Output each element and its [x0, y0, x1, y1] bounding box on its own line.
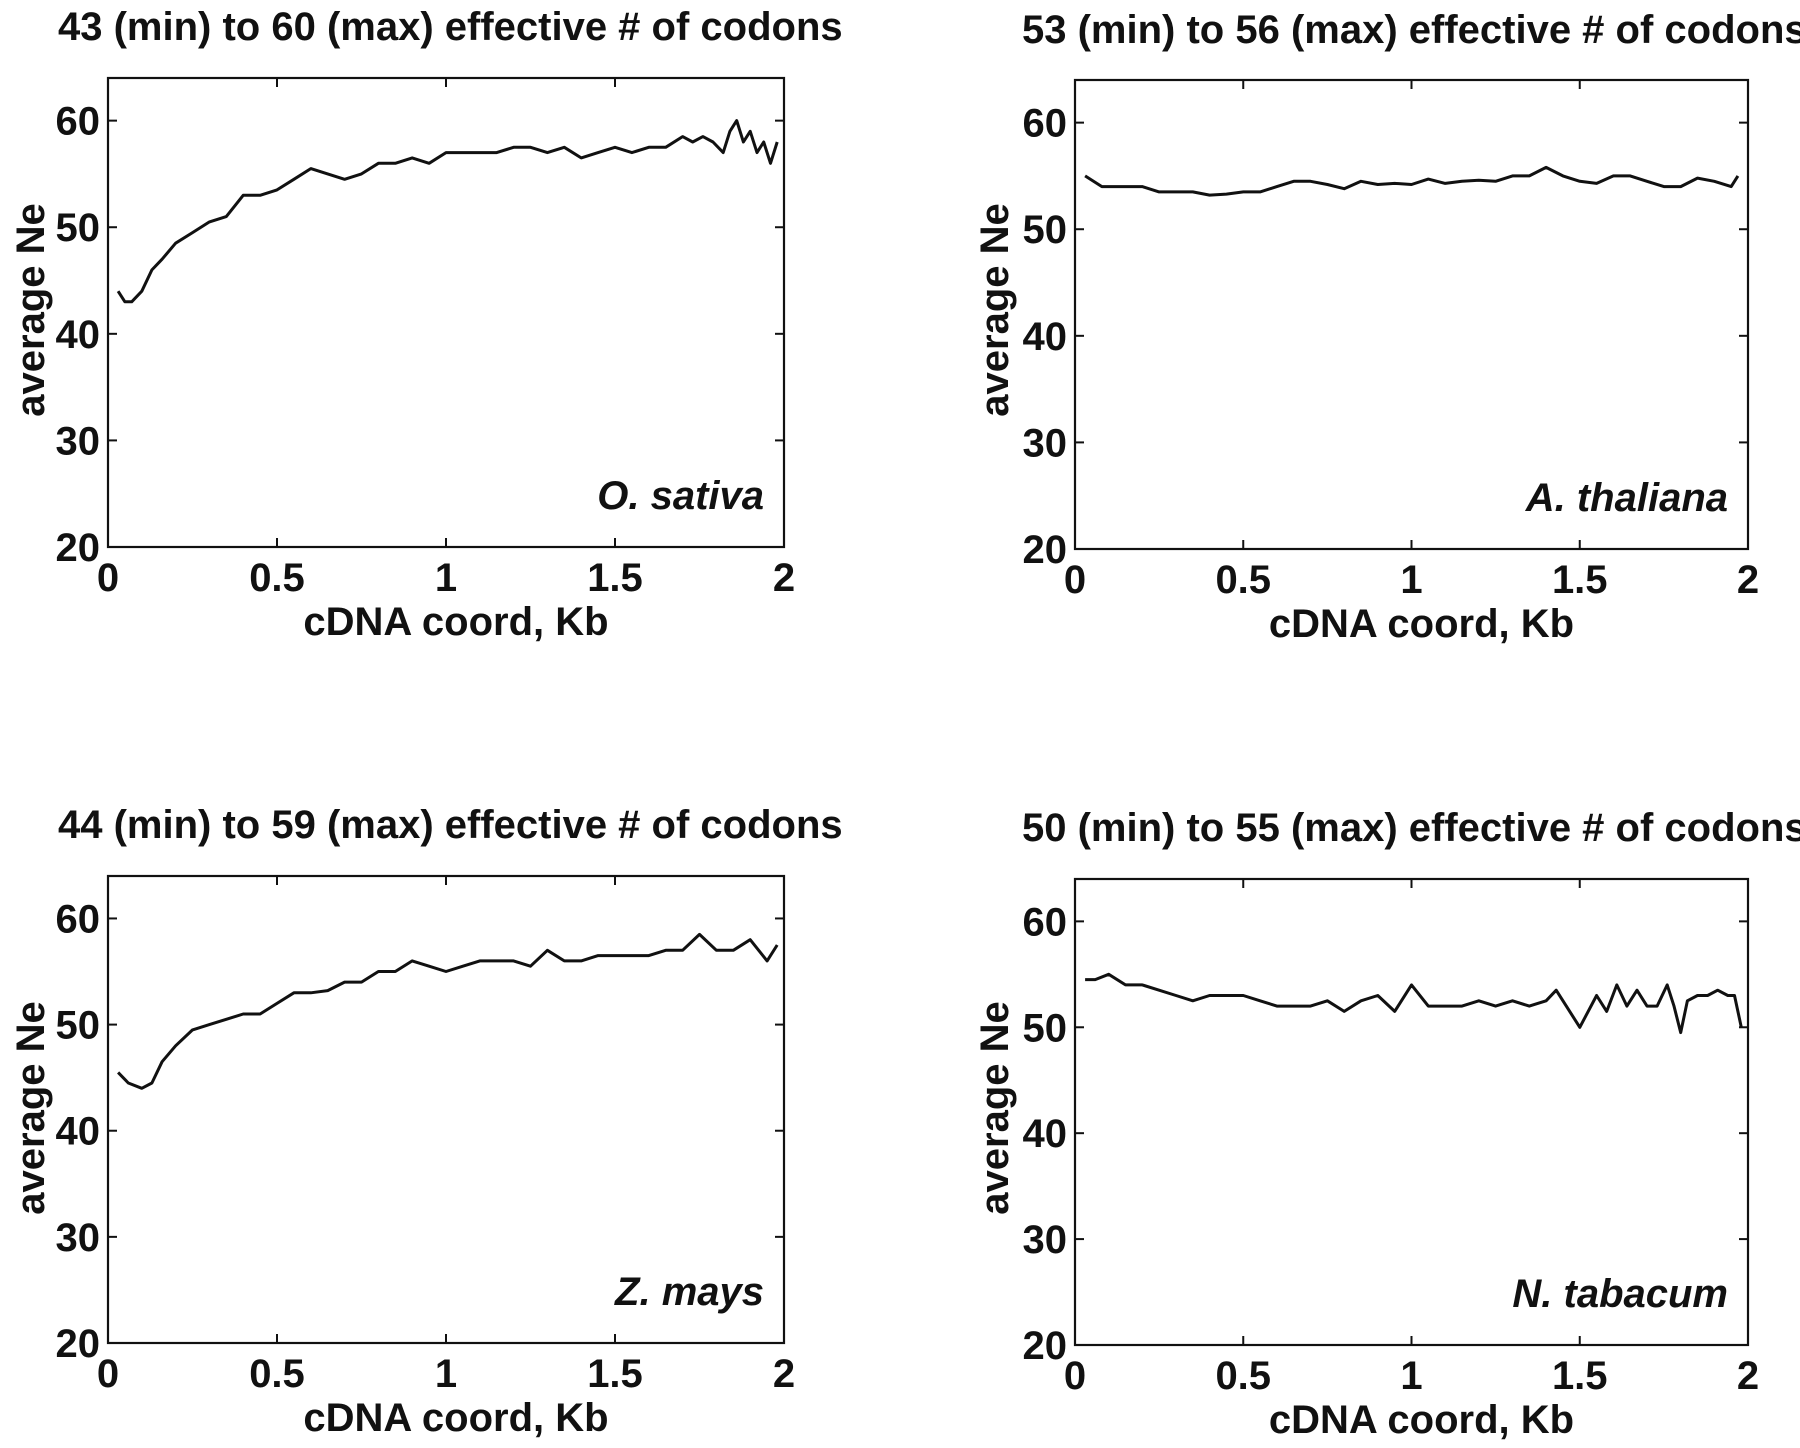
x-tick-label: 0	[97, 556, 119, 600]
y-tick-label: 30	[1023, 1218, 1068, 1262]
x-axis-label: cDNA coord, Kb	[303, 1396, 608, 1440]
species-annotation: Z. mays	[614, 1270, 764, 1314]
y-axis-label: average Ne	[9, 1001, 53, 1214]
x-tick-label: 2	[773, 1352, 795, 1396]
chart-title: 50 (min) to 55 (max) effective # of codo…	[1022, 806, 1800, 850]
chart-panel-4: 50 (min) to 55 (max) effective # of codo…	[973, 806, 1800, 1442]
series-line-1	[1084, 165, 1740, 197]
x-tick-label: 1.5	[587, 556, 643, 600]
x-axis-label: cDNA coord, Kb	[303, 600, 608, 644]
series-line-1	[117, 932, 779, 1090]
chart-title: 43 (min) to 60 (max) effective # of codo…	[58, 5, 843, 49]
y-tick-label: 20	[1023, 1324, 1068, 1368]
x-axis-label: cDNA coord, Kb	[1269, 1398, 1574, 1442]
species-annotation: O. sativa	[597, 474, 764, 518]
x-tick-label: 2	[1737, 558, 1759, 602]
x-tick-label: 1	[1400, 558, 1422, 602]
chart-title: 44 (min) to 59 (max) effective # of codo…	[58, 803, 843, 847]
x-tick-label: 2	[1737, 1354, 1759, 1398]
y-tick-label: 40	[1023, 315, 1068, 359]
y-tick-label: 30	[1023, 421, 1068, 465]
species-annotation: A. thaliana	[1525, 476, 1728, 520]
x-tick-label: 1.5	[1552, 1354, 1608, 1398]
x-tick-label: 2	[773, 556, 795, 600]
y-tick-label: 30	[56, 419, 101, 463]
series-line-1	[116, 119, 779, 304]
species-annotation: N. tabacum	[1512, 1272, 1728, 1316]
y-tick-label: 50	[56, 206, 101, 250]
chart-title: 53 (min) to 56 (max) effective # of codo…	[1022, 8, 1800, 52]
y-tick-label: 50	[56, 1004, 101, 1048]
x-tick-label: 0.5	[1215, 1354, 1271, 1398]
y-tick-label: 50	[1023, 1006, 1068, 1050]
x-tick-label: 1	[435, 556, 457, 600]
chart-panel-1: 43 (min) to 60 (max) effective # of codo…	[9, 5, 843, 644]
y-axis-label: average Ne	[973, 203, 1017, 416]
y-tick-label: 40	[56, 1110, 101, 1154]
x-tick-label: 0	[1064, 1354, 1086, 1398]
x-tick-label: 1	[435, 1352, 457, 1396]
chart-panel-3: 44 (min) to 59 (max) effective # of codo…	[9, 803, 843, 1440]
y-tick-label: 60	[1023, 900, 1068, 944]
x-tick-label: 0.5	[1215, 558, 1271, 602]
x-tick-label: 0	[97, 1352, 119, 1396]
y-tick-label: 30	[56, 1216, 101, 1260]
y-tick-label: 20	[56, 1322, 101, 1366]
x-axis-label: cDNA coord, Kb	[1269, 602, 1574, 646]
y-tick-label: 50	[1023, 208, 1068, 252]
x-tick-label: 1.5	[1552, 558, 1608, 602]
y-tick-label: 20	[56, 526, 101, 570]
y-tick-label: 20	[1023, 528, 1068, 572]
y-tick-label: 40	[1023, 1112, 1068, 1156]
chart-panel-2: 53 (min) to 56 (max) effective # of codo…	[973, 8, 1800, 646]
x-tick-label: 0.5	[249, 1352, 305, 1396]
y-axis-label: average Ne	[973, 1001, 1017, 1214]
y-axis-label: average Ne	[9, 203, 53, 416]
x-tick-label: 1.5	[587, 1352, 643, 1396]
y-tick-label: 60	[56, 100, 101, 144]
y-tick-label: 60	[56, 897, 101, 941]
y-tick-label: 40	[56, 313, 101, 357]
series-line-1	[1085, 972, 1743, 1035]
x-tick-label: 0.5	[249, 556, 305, 600]
y-tick-label: 60	[1023, 102, 1068, 146]
x-tick-label: 0	[1064, 558, 1086, 602]
x-tick-label: 1	[1400, 1354, 1422, 1398]
